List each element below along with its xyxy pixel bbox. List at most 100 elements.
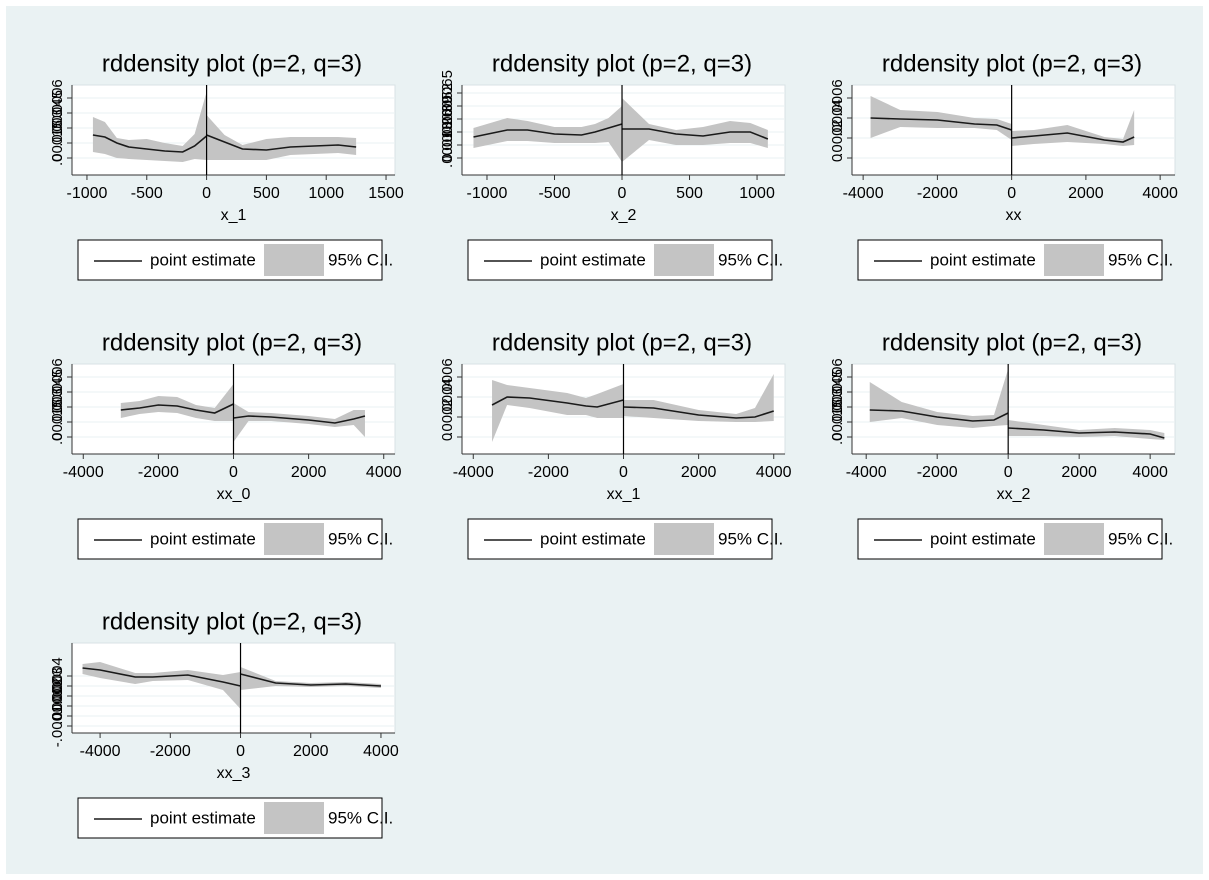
ci-band xyxy=(492,380,624,442)
y-tick-label: 0 xyxy=(829,433,846,441)
ci-band xyxy=(870,96,1012,140)
legend-label: point estimate xyxy=(150,529,256,548)
y-tick-label: 0 xyxy=(829,154,846,162)
y-tick-label: .00013 xyxy=(439,122,456,168)
x-tick-label: 1500 xyxy=(368,185,404,202)
y-tick-label: .0002 xyxy=(49,677,66,715)
point-estimate-line xyxy=(491,396,624,408)
x-tick-label: 0 xyxy=(1004,464,1013,481)
x-tick-label: 2000 xyxy=(681,464,717,481)
x-tick-label: 1000 xyxy=(308,185,344,202)
y-tick-label: .00039 xyxy=(439,96,456,142)
y-tick-label: .0002 xyxy=(829,119,846,157)
legend-label: point estimate xyxy=(930,529,1036,548)
ci-band xyxy=(869,369,1009,428)
legend-label: 95% C.I. xyxy=(718,529,783,548)
y-tick-label: .0004 xyxy=(829,99,846,137)
x-tick-label: -4000 xyxy=(63,464,104,481)
point-estimate-line xyxy=(623,406,774,419)
point-estimate-line xyxy=(869,409,1009,422)
legend-box xyxy=(467,239,773,281)
y-tick-label: .0004 xyxy=(439,378,456,416)
chart-title: rddensity plot (p=2, q=3) xyxy=(102,608,362,635)
point-estimate-line xyxy=(233,415,366,424)
legend-label: 95% C.I. xyxy=(328,250,393,269)
legend-label: point estimate xyxy=(150,808,256,827)
x-tick-label: 0 xyxy=(1007,185,1016,202)
point-estimate-line xyxy=(473,123,623,138)
y-tick-label: .0004 xyxy=(49,657,66,695)
legend-label: 95% C.I. xyxy=(1108,250,1173,269)
x-tick-label: -2000 xyxy=(528,464,569,481)
x-tick-label: 0 xyxy=(236,743,245,760)
point-estimate-line xyxy=(206,134,357,151)
legend-label: point estimate xyxy=(540,529,646,548)
y-tick-label: .0001 xyxy=(49,687,66,725)
x-tick-label: -2000 xyxy=(917,185,958,202)
legend-band-swatch xyxy=(654,244,714,276)
chart-title: rddensity plot (p=2, q=3) xyxy=(882,50,1142,77)
legend-box xyxy=(77,797,383,839)
x-tick-label: 2000 xyxy=(1061,464,1097,481)
y-tick-label: .0003 xyxy=(829,388,846,426)
y-tick-label: .0003 xyxy=(49,388,66,426)
x-tick-label: -4000 xyxy=(80,743,121,760)
x-axis-label: x_2 xyxy=(611,207,637,224)
point-estimate-line xyxy=(92,134,208,153)
plot-area xyxy=(851,84,1176,176)
y-tick-label: .00015 xyxy=(49,399,66,445)
y-tick-label: .0006 xyxy=(49,79,66,117)
x-tick-label: 1000 xyxy=(739,185,775,202)
x-tick-label: -4000 xyxy=(453,464,494,481)
x-tick-label: 4000 xyxy=(363,743,399,760)
x-tick-label: 500 xyxy=(676,185,703,202)
ci-band xyxy=(473,106,623,162)
x-tick-label: 2000 xyxy=(293,743,329,760)
x-tick-label: 4000 xyxy=(756,464,792,481)
legend-band-swatch xyxy=(654,523,714,555)
y-tick-label: 0 xyxy=(439,154,456,162)
y-tick-label: 0 xyxy=(439,433,456,441)
x-tick-label: -2000 xyxy=(138,464,179,481)
y-tick-label: .0003 xyxy=(49,667,66,705)
y-tick-label: .00045 xyxy=(829,369,846,415)
chart-title: rddensity plot (p=2, q=3) xyxy=(882,329,1142,356)
legend-band-swatch xyxy=(264,802,324,834)
legend-label: point estimate xyxy=(150,250,256,269)
x-axis-label: xx_0 xyxy=(217,486,251,503)
x-tick-label: 2000 xyxy=(291,464,327,481)
chart-title: rddensity plot (p=2, q=3) xyxy=(492,329,752,356)
y-tick-label: .0006 xyxy=(439,358,456,396)
x-tick-label: 4000 xyxy=(1132,464,1168,481)
y-tick-label: -.0001 xyxy=(49,705,66,748)
legend-box xyxy=(857,239,1163,281)
point-estimate-line xyxy=(622,128,769,140)
legend-label: 95% C.I. xyxy=(328,529,393,548)
x-axis-label: xx_3 xyxy=(217,765,251,782)
y-tick-label: .00026 xyxy=(439,109,456,155)
x-axis-label: xx xyxy=(1006,207,1022,224)
x-tick-label: 0 xyxy=(202,185,211,202)
x-tick-label: 0 xyxy=(618,185,627,202)
legend-box xyxy=(467,518,773,560)
x-tick-label: -1000 xyxy=(467,185,508,202)
chart-title: rddensity plot (p=2, q=3) xyxy=(102,50,362,77)
x-tick-label: 0 xyxy=(229,464,238,481)
y-tick-label: .00015 xyxy=(829,399,846,445)
point-estimate-line xyxy=(870,117,1012,131)
x-tick-label: 0 xyxy=(619,464,628,481)
x-tick-label: -2000 xyxy=(150,743,191,760)
x-tick-label: 2000 xyxy=(1068,185,1104,202)
ci-band xyxy=(622,98,768,162)
x-tick-label: -500 xyxy=(538,185,570,202)
legend-band-swatch xyxy=(1044,244,1104,276)
point-estimate-line xyxy=(240,673,382,687)
x-tick-label: 4000 xyxy=(1142,185,1178,202)
y-tick-label: .0006 xyxy=(829,358,846,396)
x-tick-label: 500 xyxy=(253,185,280,202)
y-tick-label: .00045 xyxy=(49,369,66,415)
legend-band-swatch xyxy=(264,523,324,555)
y-tick-label: .00052 xyxy=(439,83,456,129)
